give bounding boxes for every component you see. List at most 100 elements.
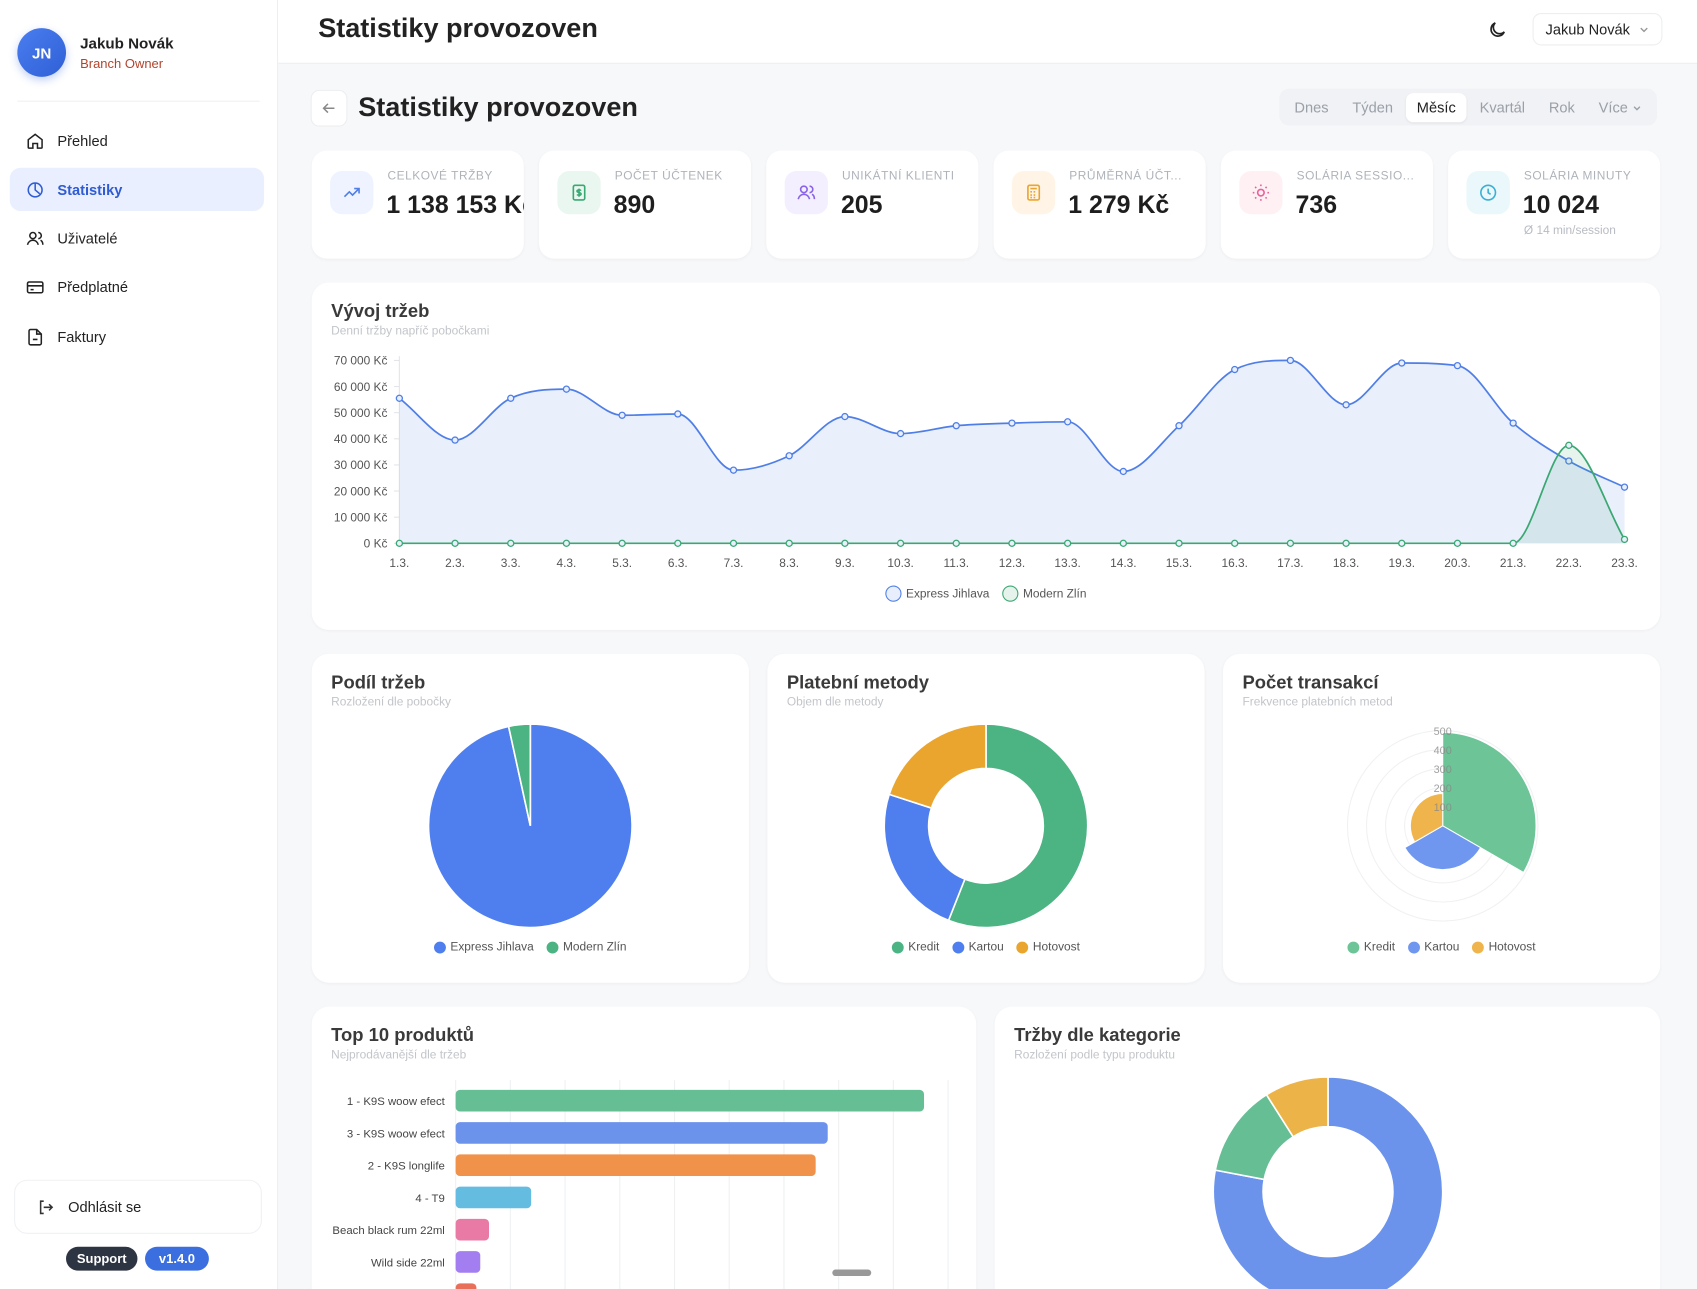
kpi-icon: [1239, 171, 1283, 215]
x-tick-label: 4.3.: [557, 556, 577, 570]
period-tab[interactable]: Rok: [1548, 99, 1575, 116]
legend: Kredit Kartou Hotovost: [1223, 941, 1660, 954]
r-tick-label: 200: [1434, 783, 1452, 795]
legend-swatch: [1002, 585, 1019, 602]
chart-subtitle: Denní tržby napříč pobočkami: [331, 324, 490, 338]
chart: [427, 723, 633, 929]
data-point: [1008, 419, 1016, 427]
nav-item[interactable]: Statistiky: [9, 167, 265, 212]
logout-button[interactable]: Odhlásit se: [14, 1179, 262, 1234]
data-point: [507, 394, 515, 402]
x-tick-label: 11.3.: [943, 556, 969, 570]
grid-ring: [1346, 730, 1539, 922]
data-point: [1342, 539, 1350, 547]
divider: [17, 100, 260, 102]
x-tick-label: 13.3.: [1054, 556, 1080, 570]
nav-item[interactable]: Uživatelé: [10, 216, 264, 259]
nav-item[interactable]: Faktury: [10, 315, 264, 358]
legend-item: Kredit: [1347, 941, 1395, 954]
period-tab[interactable]: Týden: [1352, 99, 1393, 116]
period-tab[interactable]: Více: [1588, 93, 1653, 122]
kpi-icon: [330, 171, 374, 215]
nav-item[interactable]: Přehled: [10, 119, 264, 162]
sidebar: JN Jakub Novák Branch Owner Přehled Stat…: [0, 0, 279, 1289]
data-point: [729, 539, 738, 547]
legend-label: Express Jihlava: [906, 587, 990, 601]
legend: Kredit Kartou Hotovost: [767, 941, 1204, 954]
polar-slice: [1442, 731, 1537, 874]
nav-item[interactable]: Předplatné: [10, 265, 264, 308]
chart: [883, 723, 1089, 929]
kpi-value: 890: [613, 190, 656, 219]
y-tick-label: 4 - T9: [415, 1193, 444, 1205]
kpi-card: POČET ÚČTENEK 890: [538, 150, 752, 259]
data-point: [1620, 483, 1629, 491]
data-point: [1119, 539, 1128, 547]
bar: [455, 1251, 481, 1273]
x-tick-label: 18.3.: [1333, 556, 1359, 570]
kpi-label: UNIKÁTNÍ KLIENTI: [842, 169, 955, 183]
user-menu[interactable]: Jakub Novák: [1532, 12, 1663, 46]
data-point: [451, 539, 459, 547]
polar-slice: [1404, 825, 1482, 871]
x-tick-label: 21.3.: [1500, 556, 1526, 570]
legend-swatch: [885, 585, 902, 602]
data-point: [952, 539, 960, 547]
x-tick-label: 5.3.: [612, 556, 632, 570]
data-point: [1509, 539, 1517, 547]
icon: [27, 181, 43, 198]
data-point: [562, 385, 571, 393]
legend-label: Hotovost: [1032, 940, 1080, 954]
legend: Express Jihlava Modern Zlín: [312, 585, 1661, 602]
kpi-value: 736: [1295, 190, 1338, 219]
x-tick-label: 9.3.: [835, 556, 855, 570]
chart-subtitle: Frekvence platebních metod: [1242, 695, 1393, 709]
chart-title: Podíl tržeb: [331, 672, 426, 693]
support-badge[interactable]: Support: [66, 1246, 138, 1271]
legend-swatch: [546, 941, 559, 953]
legend-item: Kredit: [892, 941, 939, 954]
legend-swatch: [434, 941, 447, 953]
data-point: [1175, 422, 1183, 430]
chart-subtitle: Nejprodávanější dle tržeb: [331, 1048, 467, 1062]
chevron: [1640, 27, 1648, 33]
y-tick-label: 50 000 Kč: [334, 406, 388, 420]
data-point: [1453, 539, 1462, 547]
chart: [1212, 1076, 1444, 1289]
period-tabs: Dnes Týden Měsíc Kvartál Rok Více: [1279, 88, 1658, 126]
data-point: [1620, 535, 1629, 544]
kpi-label: CELKOVÉ TRŽBY: [387, 169, 493, 183]
y-tick-label: Wild side 22ml: [371, 1257, 445, 1269]
data-point: [1453, 361, 1462, 370]
chart-title: Tržby dle kategorie: [1014, 1024, 1181, 1046]
kpi-icon: [784, 171, 828, 215]
theme-toggle[interactable]: [1487, 19, 1508, 40]
slice: [883, 793, 966, 922]
kpi-card: PRŮMĚRNÁ ÚČT... 1 279 Kč: [993, 150, 1206, 259]
data-point: [1398, 359, 1406, 367]
period-tab[interactable]: Měsíc: [1405, 92, 1467, 122]
data-point: [729, 466, 738, 474]
chart-subtitle: Rozložení dle pobočky: [331, 695, 451, 709]
slice: [1265, 1076, 1329, 1138]
x-tick-label: 14.3.: [1110, 556, 1136, 570]
back-button[interactable]: [310, 89, 348, 127]
bar: [455, 1283, 477, 1289]
period-label: Více: [1598, 99, 1628, 116]
legend-item: Kartou: [952, 941, 1004, 954]
data-point: [507, 539, 515, 547]
x-tick-label: 1.3.: [389, 556, 409, 570]
y-tick-label: Beach black rum 22ml: [332, 1225, 444, 1237]
y-tick-label: 20 000 Kč: [334, 484, 388, 498]
nav-label: Statistiky: [57, 181, 123, 198]
period-tab[interactable]: Dnes: [1294, 99, 1329, 116]
r-tick-label: 300: [1434, 764, 1452, 776]
period-tab[interactable]: Kvartál: [1479, 99, 1526, 116]
chart-title: Platební metody: [786, 672, 929, 693]
icon: [322, 103, 335, 114]
chart-title: Počet transakcí: [1242, 672, 1379, 693]
legend-item: Modern Zlín: [1002, 585, 1086, 602]
chart-card: Platební metody Objem dle metody Kredit Kar…: [767, 653, 1205, 983]
y-tick-label: 3 - K9S woow efect: [347, 1128, 446, 1140]
